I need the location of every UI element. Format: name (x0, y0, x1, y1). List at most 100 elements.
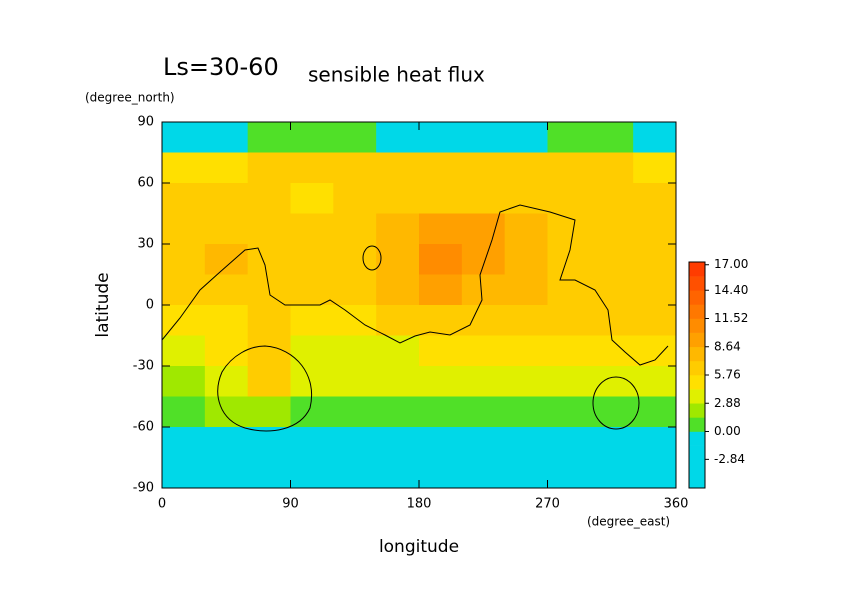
colorbar-label: 14.40 (714, 283, 748, 297)
field-cell (633, 305, 677, 336)
colorbar-band (689, 375, 705, 390)
field-cell (547, 427, 591, 458)
field-cell (376, 305, 420, 336)
field-cell (419, 122, 463, 153)
y-tick-label: -90 (133, 481, 154, 496)
field-cell (247, 244, 291, 275)
colorbar-band (689, 318, 705, 333)
field-cell (204, 122, 249, 153)
colorbar-band (689, 417, 705, 432)
field-cell (590, 396, 634, 428)
field-cell (204, 183, 249, 214)
field-cell (204, 152, 249, 184)
field-cell (547, 213, 591, 245)
field-cell (162, 152, 206, 184)
field-cell (290, 213, 334, 245)
field-cell (162, 122, 206, 153)
field-cell (547, 183, 591, 214)
field-cell (547, 366, 591, 397)
field-cell (333, 213, 377, 245)
colorbar-label: -2.84 (714, 452, 745, 466)
x-tick-label: 360 (664, 497, 689, 512)
field-cell (419, 274, 463, 306)
field-cell (376, 152, 420, 184)
field-cell (290, 305, 334, 336)
field-cell (461, 366, 506, 397)
field-cell (547, 152, 591, 184)
field-cell (333, 305, 377, 336)
field-cell (547, 396, 591, 428)
field-cell (376, 366, 420, 397)
y-tick-label: 90 (137, 115, 154, 130)
colorbar-band (689, 304, 705, 319)
x-tick-label: 180 (407, 497, 432, 512)
field-cell (504, 427, 548, 458)
field-cell (633, 122, 677, 153)
field-cell (419, 183, 463, 214)
x-tick-label: 270 (535, 497, 560, 512)
field-cell (633, 427, 677, 458)
y-tick-label: -30 (133, 359, 154, 374)
field-cell (290, 366, 334, 397)
colorbar-band (689, 332, 705, 348)
field-cell (333, 427, 377, 458)
field-cell (504, 152, 548, 184)
field-cell (461, 335, 506, 367)
field-cell (633, 183, 677, 214)
field-cell (162, 427, 206, 458)
field-cell (376, 122, 420, 153)
field-cell (419, 305, 463, 336)
field-cell (590, 457, 634, 489)
colorbar-label: 17.00 (714, 257, 748, 271)
field-cell (204, 244, 249, 275)
field (162, 122, 677, 489)
colorbar-band (689, 346, 705, 362)
colorbar-band (689, 290, 705, 305)
field-cell (204, 213, 249, 245)
field-cell (333, 122, 377, 153)
field-cell (247, 183, 291, 214)
colorbar-label: 11.52 (714, 311, 748, 325)
field-cell (504, 213, 548, 245)
field-cell (504, 244, 548, 275)
field-cell (590, 152, 634, 184)
field-cell (419, 244, 463, 275)
field-cell (590, 213, 634, 245)
field-cell (633, 366, 677, 397)
field-cell (162, 213, 206, 245)
contour-line (161, 204, 669, 366)
chart-subtitle: sensible heat flux (308, 63, 485, 87)
field-cell (633, 213, 677, 245)
field-cell (333, 244, 377, 275)
field-cell (247, 213, 291, 245)
field-cell (590, 274, 634, 306)
field-cell (333, 457, 377, 489)
field-cell (247, 122, 291, 153)
field-cell (333, 335, 377, 367)
field-cell (504, 366, 548, 397)
field-cell (204, 427, 249, 458)
field-cell (461, 152, 506, 184)
field-cell (290, 183, 334, 214)
field-cell (504, 274, 548, 306)
field-cell (419, 396, 463, 428)
field-cell (461, 274, 506, 306)
y-axis-title: latitude (93, 272, 113, 337)
field-cell (333, 183, 377, 214)
field-cell (461, 457, 506, 489)
y-tick-label: 0 (146, 298, 154, 313)
colorbar-band (689, 431, 705, 446)
field-cell (633, 335, 677, 367)
field-cell (461, 183, 506, 214)
field-cell (376, 244, 420, 275)
x-axis-title: longitude (379, 537, 459, 557)
contour-line (592, 376, 640, 430)
field-cell (290, 244, 334, 275)
field-cell (162, 274, 206, 306)
contour-lines (161, 204, 669, 432)
field-cell (162, 457, 206, 489)
field-cell (376, 457, 420, 489)
field-cell (461, 396, 506, 428)
colorbar-band (689, 473, 705, 489)
